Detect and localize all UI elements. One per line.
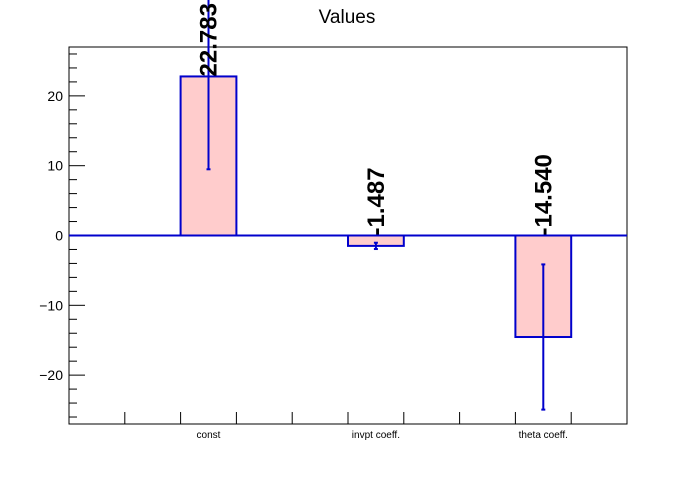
y-tick-label: 10 [47,158,63,174]
y-tick-label: 20 [47,88,63,104]
data-label: -14.540 [530,154,557,235]
data-label: 22.783 [196,3,223,76]
data-label: -1.487 [363,167,390,235]
y-tick-label: −10 [39,297,63,313]
category-label: theta coeff. [519,430,568,441]
chart-marks: −20 −10 0 10 20 const 22.783 invpt coeff. -1.487… [39,0,628,441]
category-label: invpt coeff. [352,430,400,441]
y-tick-label: 0 [55,228,63,244]
y-tick-label: −20 [39,367,63,383]
category-label: const [197,430,221,441]
chart-title: Values [319,7,376,28]
